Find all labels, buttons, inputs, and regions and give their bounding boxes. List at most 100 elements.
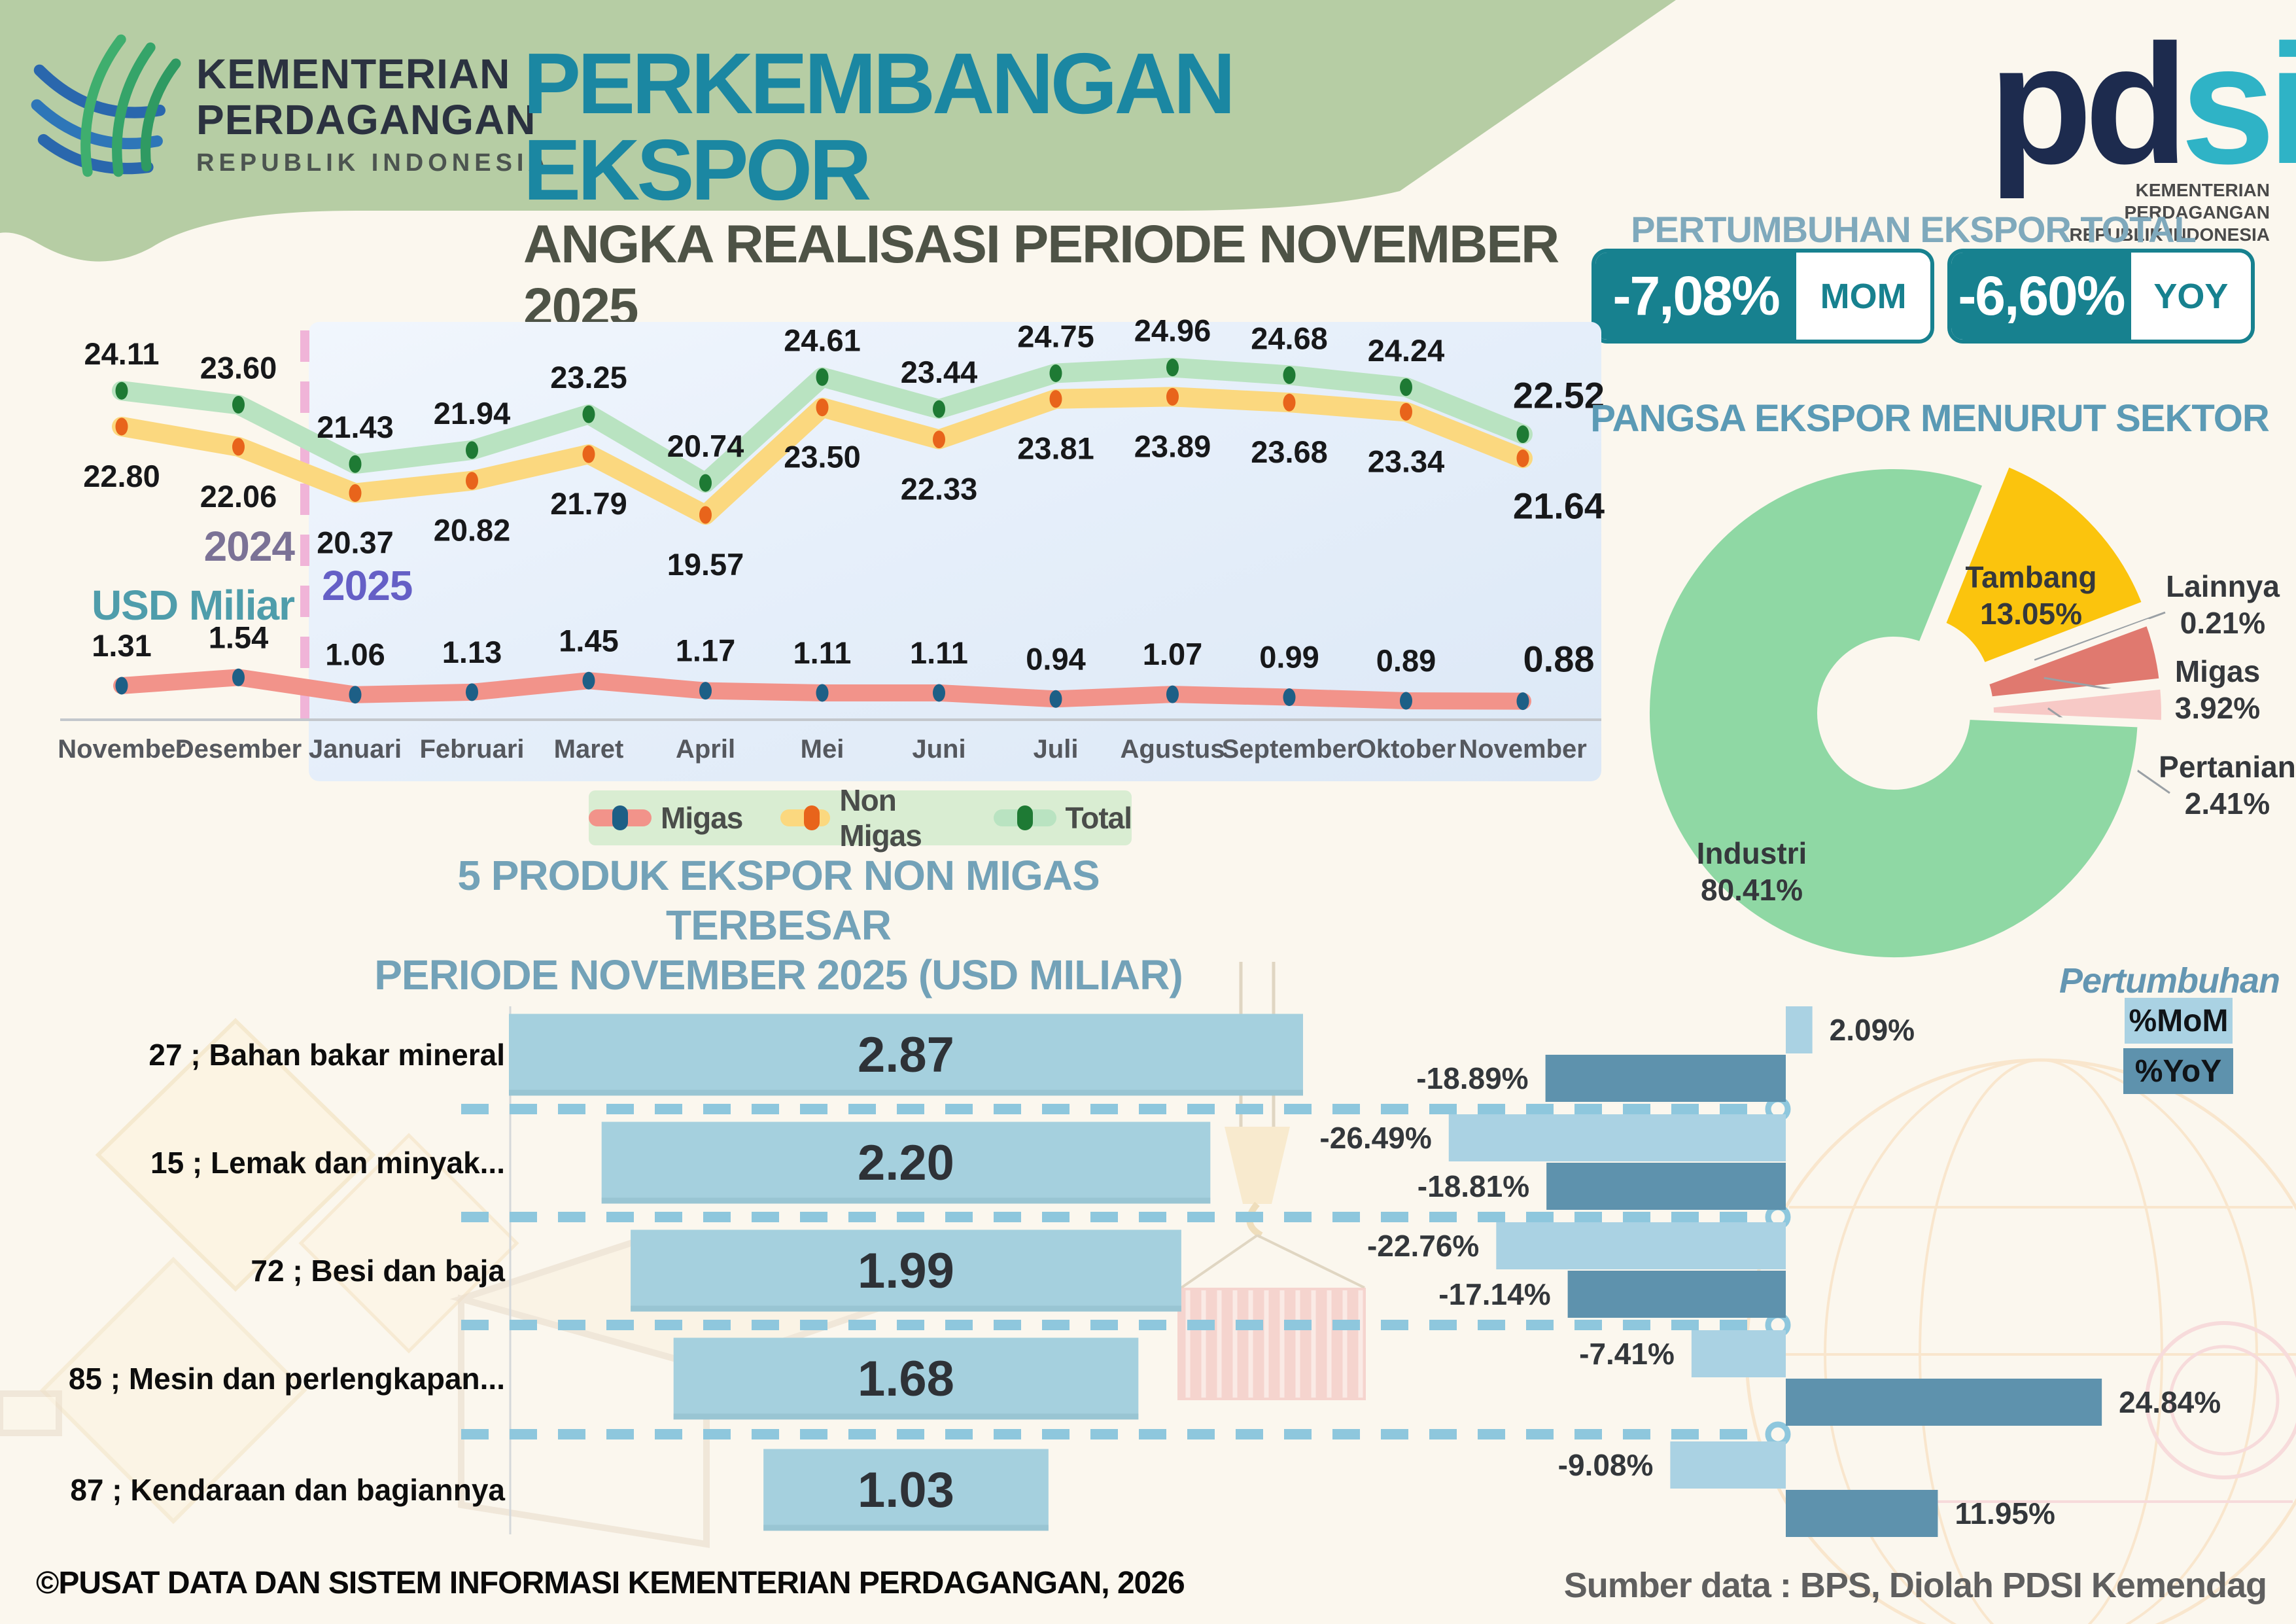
globe-decor bbox=[1745, 1058, 2296, 1624]
yoy-legend-chip: %YoY bbox=[2123, 1048, 2233, 1094]
footer-source: Sumber data : BPS, Diolah PDSI Kemendag bbox=[1563, 1566, 2267, 1605]
data-dot bbox=[232, 396, 245, 414]
data-dot bbox=[115, 677, 128, 695]
legend-item-Non Migas: Non Migas bbox=[780, 783, 955, 853]
slice-name: Lainnya bbox=[2166, 569, 2280, 603]
mom-growth-label: -22.76% bbox=[1367, 1229, 1479, 1263]
product-bar bbox=[673, 1337, 1139, 1420]
mom-growth-bar bbox=[1786, 1006, 1813, 1053]
product-bar bbox=[631, 1229, 1181, 1312]
month-label: November bbox=[58, 735, 186, 764]
donut-slice-Tambang bbox=[1939, 459, 2149, 670]
mom-growth-bar bbox=[1691, 1330, 1786, 1377]
product-value: 1.99 bbox=[858, 1243, 954, 1299]
slice-name: Tambang bbox=[1965, 560, 2096, 594]
slice-name: Industri bbox=[1697, 836, 1807, 870]
separator-end-circle bbox=[1765, 1421, 1791, 1447]
yoy-growth-label: -18.81% bbox=[1418, 1169, 1529, 1203]
slice-pct: 2.41% bbox=[2185, 786, 2270, 821]
growth-yoy-value: -6,60% bbox=[1951, 253, 2131, 340]
kemendag-logo-text: KEMENTERIAN PERDAGANGAN REPUBLIK INDONES… bbox=[196, 51, 551, 177]
ministry-line2: PERDAGANGAN bbox=[196, 96, 536, 143]
pertumbuhan-legend-title: Pertumbuhan bbox=[2059, 961, 2280, 1000]
slice-pct: 0.21% bbox=[2180, 606, 2265, 640]
product-value: 1.68 bbox=[858, 1351, 954, 1407]
product-value: 2.87 bbox=[858, 1027, 954, 1083]
value-label: 22.06 bbox=[200, 479, 277, 514]
separator-end-circle bbox=[1765, 1096, 1791, 1122]
data-dot bbox=[232, 668, 245, 686]
mom-growth-label: -7.41% bbox=[1579, 1337, 1675, 1371]
line-chart-legend: Migas Non Migas Total bbox=[589, 783, 1132, 853]
pdsi-wordmark: pdsi bbox=[1989, 10, 2296, 200]
product-label: 85 ; Mesin dan perlengkapan... bbox=[69, 1362, 505, 1396]
data-dot bbox=[115, 417, 128, 436]
page-subtitle: ANGKA REALISASI PERIODE NOVEMBER 2025 bbox=[523, 215, 1559, 337]
pdsi-logo: pdsi KEMENTERIAN PERDAGANGAN REPUBLIK IN… bbox=[1989, 10, 2296, 246]
value-label: 24.11 bbox=[84, 336, 159, 371]
data-dot bbox=[115, 381, 128, 400]
donut-slice-Industri bbox=[1643, 463, 2144, 964]
leader-line bbox=[2034, 611, 2166, 662]
donut-slice-Migas bbox=[1982, 618, 2166, 703]
product-bar bbox=[601, 1121, 1211, 1204]
growth-mom-value: -7,08% bbox=[1595, 253, 1797, 340]
donut-slice-Lainnya bbox=[1977, 614, 2148, 684]
legend-item-Total: Total bbox=[993, 800, 1132, 836]
data-dot bbox=[232, 438, 245, 456]
leader-line bbox=[2047, 707, 2170, 794]
crane-decor bbox=[1177, 962, 1366, 1400]
page-title: PERKEMBANGAN EKSPOR bbox=[523, 35, 1236, 218]
slice-pct: 3.92% bbox=[2175, 691, 2260, 725]
product-bar-edge bbox=[673, 1413, 1139, 1420]
mom-legend-chip: %MoM bbox=[2125, 998, 2233, 1044]
yoy-growth-bar bbox=[1786, 1379, 2102, 1426]
mom-growth-bar bbox=[1496, 1222, 1786, 1269]
product-bar-edge bbox=[508, 1089, 1304, 1096]
growth-mom-label: MOM bbox=[1796, 253, 1930, 340]
growth-mom-pill: -7,08% MOM bbox=[1592, 249, 1934, 344]
page-title-block: PERKEMBANGAN EKSPOR ANGKA REALISASI PERI… bbox=[523, 41, 1583, 339]
separator-end-circle bbox=[1765, 1312, 1791, 1338]
growth-yoy-label: YOY bbox=[2131, 253, 2251, 340]
usd-miliar-label: USD Miliar bbox=[91, 582, 295, 629]
year-2025-label: 2025 bbox=[322, 562, 413, 609]
ministry-line1: KEMENTERIAN bbox=[196, 50, 511, 97]
product-bar bbox=[508, 1014, 1304, 1096]
yoy-growth-bar bbox=[1567, 1271, 1786, 1318]
slice-pct: 80.41% bbox=[1701, 873, 1803, 907]
package-boxes-decor bbox=[0, 1017, 918, 1548]
product-label: 15 ; Lemak dan minyak... bbox=[150, 1146, 505, 1180]
legend-item-Migas: Migas bbox=[589, 800, 743, 836]
separator-end-circle bbox=[1765, 1204, 1791, 1230]
year-2024-label: 2024 bbox=[203, 523, 295, 570]
yoy-growth-bar bbox=[1786, 1490, 1938, 1537]
product-bar-edge bbox=[631, 1305, 1181, 1312]
product-bar bbox=[763, 1449, 1049, 1531]
product-label: 27 ; Bahan bakar mineral bbox=[148, 1038, 505, 1072]
pdsi-caption2: REPUBLIK INDONESIA bbox=[2069, 224, 2270, 245]
product-value: 1.03 bbox=[858, 1462, 954, 1518]
footer-copyright: ©PUSAT DATA DAN SISTEM INFORMASI KEMENTE… bbox=[36, 1566, 1185, 1600]
slice-name: Migas bbox=[2175, 654, 2260, 688]
value-label: 23.60 bbox=[200, 351, 277, 385]
kemendag-logo-icon bbox=[31, 34, 181, 177]
product-value: 2.20 bbox=[858, 1135, 954, 1191]
mom-growth-bar bbox=[1448, 1114, 1786, 1161]
pdsi-caption1: KEMENTERIAN PERDAGANGAN bbox=[2124, 180, 2270, 222]
mom-growth-label: -9.08% bbox=[1558, 1448, 1654, 1482]
month-label: Desember bbox=[175, 735, 302, 764]
slice-name: Pertanian bbox=[2159, 750, 2296, 784]
growth-total-heading: PERTUMBUHAN EKSPOR TOTAL bbox=[1631, 209, 2197, 250]
sector-share-heading: PANGSA EKSPOR MENURUT SEKTOR bbox=[1590, 397, 2270, 440]
slice-pct: 13.05% bbox=[1980, 597, 2082, 631]
ministry-line3: REPUBLIK INDONESIA bbox=[196, 149, 551, 177]
mom-growth-label: 2.09% bbox=[1830, 1013, 1915, 1047]
mom-growth-label: -26.49% bbox=[1319, 1121, 1431, 1155]
product-chart-title: 5 PRODUK EKSPOR NON MIGAS TERBESAR PERIO… bbox=[374, 852, 1183, 998]
kemendag-logo bbox=[27, 30, 181, 187]
donut-slice-Pertanian bbox=[1987, 682, 2168, 727]
leader-line bbox=[2044, 677, 2161, 699]
yoy-growth-bar bbox=[1546, 1163, 1786, 1210]
